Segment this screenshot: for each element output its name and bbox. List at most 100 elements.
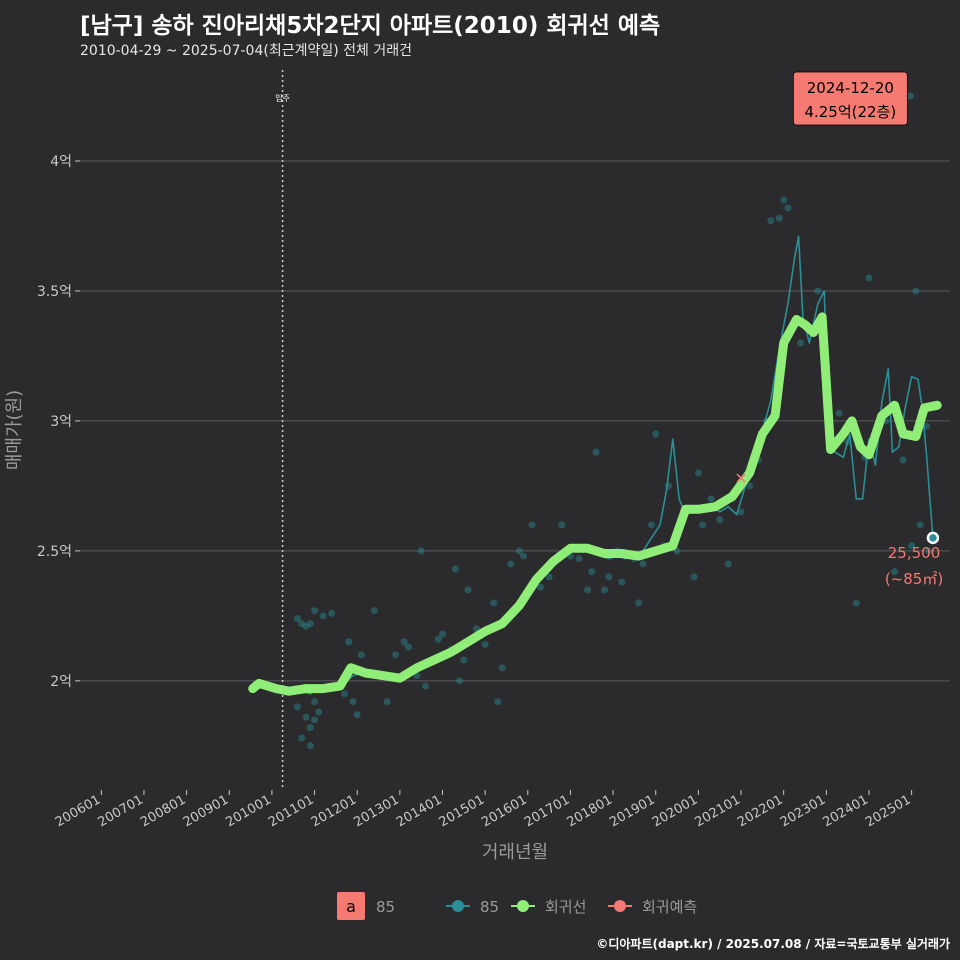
x-tick-label: 202501 bbox=[863, 792, 913, 830]
trade-point bbox=[340, 690, 348, 698]
trade-point bbox=[537, 583, 545, 591]
prediction-point bbox=[736, 473, 746, 483]
trade-point bbox=[584, 586, 591, 594]
trade-point bbox=[912, 287, 920, 295]
legend-area-label: 85 bbox=[376, 898, 395, 916]
move-in-label: 입주 bbox=[275, 94, 290, 103]
trade-point bbox=[498, 664, 506, 672]
chart-title: [남구] 송하 진아리채5차2단지 아파트(2010) 회귀선 예측 bbox=[80, 13, 661, 39]
trade-point bbox=[507, 560, 515, 568]
trade-point bbox=[306, 724, 314, 732]
x-tick-label: 201901 bbox=[607, 792, 657, 830]
x-tick-label: 201401 bbox=[394, 792, 444, 830]
trade-point bbox=[618, 578, 626, 586]
trade-point bbox=[916, 521, 924, 529]
trade-point bbox=[699, 521, 707, 529]
trade-point bbox=[400, 638, 408, 646]
prediction-layer bbox=[736, 473, 746, 483]
trade-point bbox=[601, 586, 609, 594]
trade-point bbox=[690, 573, 698, 581]
legend-area-key-box bbox=[337, 892, 365, 920]
y-tick-label: 2억 bbox=[50, 674, 72, 690]
trade-point bbox=[814, 287, 822, 295]
trade-point bbox=[439, 630, 446, 638]
legend-area-key: a bbox=[346, 897, 356, 916]
x-tick-label: 201801 bbox=[565, 792, 615, 830]
trade-point bbox=[558, 521, 566, 529]
legend: a 85 85 회귀선 회귀예측 bbox=[337, 892, 697, 920]
trade-point bbox=[404, 643, 412, 651]
trade-point bbox=[481, 640, 489, 648]
trade-point bbox=[906, 92, 914, 100]
trade-point bbox=[835, 409, 843, 417]
trade-point bbox=[353, 711, 361, 719]
trade-point bbox=[775, 214, 783, 222]
y-tick-label: 4억 bbox=[50, 154, 72, 170]
callout-box bbox=[792, 71, 908, 126]
trade-point bbox=[515, 547, 523, 555]
trade-point bbox=[298, 734, 306, 742]
trade-point bbox=[865, 274, 873, 282]
x-tick-label: 202001 bbox=[650, 792, 700, 830]
y-tick-label: 3억 bbox=[50, 414, 72, 430]
trade-point bbox=[707, 495, 715, 503]
trade-point bbox=[328, 609, 336, 617]
callout-date: 2024-12-20 bbox=[807, 79, 894, 97]
trade-point bbox=[494, 698, 502, 706]
trade-point bbox=[349, 698, 357, 706]
callout-text: 4.25억(22층) bbox=[804, 103, 896, 121]
trade-point bbox=[737, 508, 745, 516]
trade-point bbox=[417, 547, 425, 555]
trade-point bbox=[298, 620, 306, 628]
trade-point bbox=[302, 622, 310, 630]
trade-point bbox=[716, 516, 724, 524]
trade-point bbox=[635, 599, 643, 607]
legend-swatch-dot bbox=[517, 900, 529, 912]
trade-point bbox=[345, 638, 353, 646]
trade-line bbox=[284, 235, 934, 695]
trade-point bbox=[767, 217, 775, 225]
trade-point bbox=[464, 586, 472, 594]
legend-item-label: 회귀선 bbox=[545, 898, 586, 916]
grid-layer bbox=[80, 160, 950, 682]
trade-point bbox=[421, 682, 429, 690]
x-tick-label: 200701 bbox=[95, 792, 145, 830]
x-tick-label: 202201 bbox=[735, 792, 785, 830]
y-tick-label: 3.5억 bbox=[37, 284, 72, 300]
chart-subtitle: 2010-04-29 ~ 2025-07-04(최근계약일) 전체 거래건 bbox=[80, 43, 412, 59]
regression-line bbox=[248, 312, 942, 696]
regression-layer bbox=[248, 312, 942, 696]
x-tick-label: 200901 bbox=[181, 792, 231, 830]
x-tick-label: 201601 bbox=[479, 792, 529, 830]
x-tick-label: 201501 bbox=[437, 792, 487, 830]
trade-point bbox=[592, 448, 600, 456]
legend-items: 85 회귀선 회귀예측 bbox=[446, 898, 697, 916]
x-axis-ticks: 2006012007012008012009012010012011012012… bbox=[53, 790, 914, 830]
trade-point bbox=[370, 607, 378, 615]
trade-point bbox=[319, 612, 327, 620]
move-in-marker: 입주 bbox=[275, 70, 290, 790]
trade-point bbox=[357, 651, 365, 659]
trade-point bbox=[780, 196, 788, 204]
trade-point bbox=[925, 547, 933, 555]
y-tick-label: 2.5억 bbox=[37, 544, 72, 560]
trade-point bbox=[392, 651, 400, 659]
trade-point bbox=[908, 542, 916, 550]
source-footer: ©디아파트(dapt.kr) / 2025.07.08 / 자료=국토교통부 실… bbox=[596, 937, 950, 951]
last-price-label: 25,500 bbox=[888, 544, 941, 562]
max-price-callout: 2024-12-20 4.25억(22층) bbox=[792, 71, 908, 126]
trade-point bbox=[891, 568, 899, 576]
trade-point bbox=[545, 573, 553, 581]
trade-point bbox=[460, 656, 468, 664]
x-tick-label: 202401 bbox=[820, 792, 870, 830]
x-tick-label: 201301 bbox=[351, 792, 401, 830]
trade-point bbox=[724, 560, 732, 568]
trade-point bbox=[520, 552, 528, 560]
trade-point bbox=[575, 555, 583, 563]
trade-point bbox=[490, 599, 498, 607]
last-trade-point bbox=[926, 531, 940, 545]
trade-point bbox=[652, 430, 660, 438]
trade-point bbox=[647, 521, 655, 529]
trade-point bbox=[746, 482, 754, 490]
trade-point bbox=[294, 614, 301, 622]
